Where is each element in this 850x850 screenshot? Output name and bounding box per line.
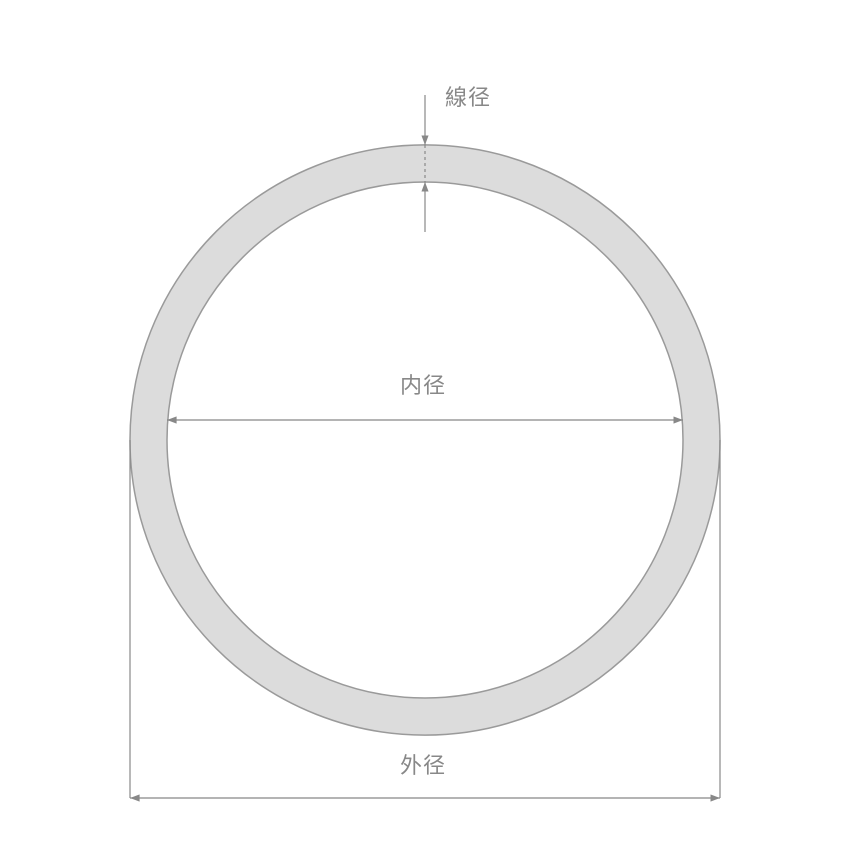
inner-diameter-label: 内径 xyxy=(400,368,446,400)
ring-diagram xyxy=(0,0,850,850)
wire-diameter-label: 線径 xyxy=(445,80,491,112)
outer-diameter-label: 外径 xyxy=(400,748,446,780)
ring-shape xyxy=(130,145,720,735)
